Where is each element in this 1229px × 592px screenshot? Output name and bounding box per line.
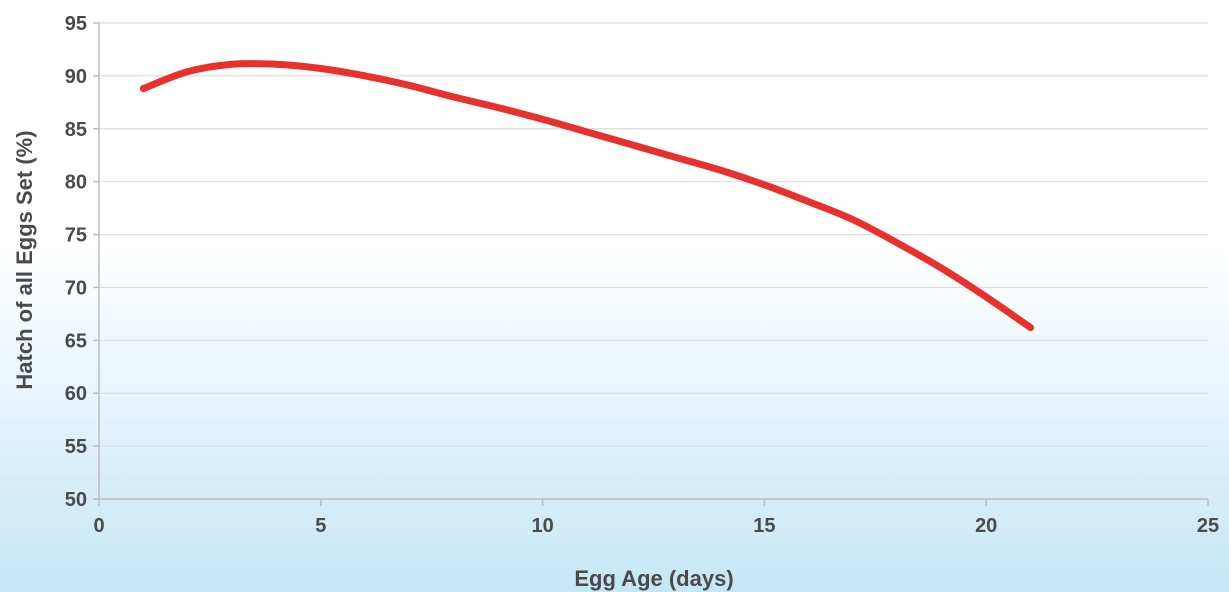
x-tick-label: 5 (315, 515, 326, 537)
y-tick-label: 50 (65, 489, 87, 511)
y-tick-label: 85 (65, 119, 87, 141)
y-tick-label: 65 (65, 330, 87, 352)
y-tick-label: 80 (65, 172, 87, 194)
gridlines (99, 22, 1208, 447)
y-tick-label: 55 (65, 436, 87, 458)
x-axis-title: Egg Age (days) (574, 566, 733, 591)
x-tick-label: 15 (753, 515, 775, 537)
x-tick-label: 20 (975, 515, 997, 537)
series (139, 60, 1035, 332)
axes (93, 22, 1209, 506)
y-tick-label: 60 (65, 383, 87, 405)
y-tick-label: 75 (65, 225, 87, 247)
y-tick-label: 95 (65, 13, 87, 35)
series-line (139, 60, 1035, 332)
tick-labels: 50 55 60 65 70 75 80 85 90 95 0 5 10 15 20 25 (65, 13, 1219, 537)
x-tick-label: 25 (1197, 515, 1219, 537)
x-tick-label: 10 (531, 515, 553, 537)
y-tick-label: 90 (65, 66, 87, 88)
x-tick-label: 0 (93, 515, 104, 537)
y-axis-title: Hatch of all Eggs Set (%) (12, 130, 37, 389)
y-tick-label: 70 (65, 277, 87, 299)
